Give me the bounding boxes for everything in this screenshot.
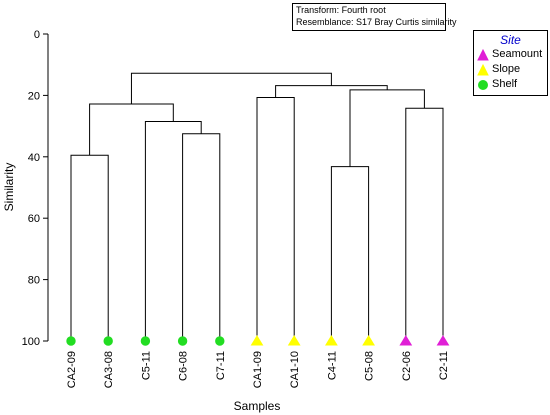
leaf-label: C2-11: [438, 351, 450, 380]
legend-label-slope: Slope: [492, 63, 521, 75]
x-axis-label: Samples: [234, 399, 281, 413]
dendrogram-branch: [256, 97, 295, 341]
transform-text: Transform: Fourth root: [296, 5, 386, 15]
leaf-labels: CA2-09 CA3-08 C5-11 C6-08 C7-11 CA1-09 CA1-10 C…: [66, 351, 450, 388]
leaf-marker-triangle: [250, 335, 264, 346]
circle-marker-icon: [478, 80, 488, 90]
dendrogram-branches: [70, 72, 444, 341]
dendrogram-branch: [405, 107, 444, 341]
y-tick-label: 100: [22, 336, 40, 348]
leaf-marker-circle: [140, 336, 151, 346]
leaf-label: C2-06: [401, 351, 413, 381]
y-axis-label: Similarity: [2, 163, 16, 212]
dendrogram-branch: [330, 166, 370, 341]
legend: Site Seamount Slope Shelf: [473, 30, 548, 96]
leaf-markers: [66, 335, 450, 346]
y-tick-label: 20: [28, 90, 40, 102]
leaf-label: CA2-09: [66, 351, 78, 388]
leaf-label: C6-08: [178, 351, 190, 381]
y-axis: 0 20 40 60 80 100: [22, 29, 49, 348]
dendrogram-branch: [349, 89, 425, 167]
legend-label-seamount: Seamount: [492, 48, 543, 60]
dendrogram-branch: [130, 72, 332, 104]
legend-title: Site: [500, 33, 521, 47]
leaf-marker-triangle: [362, 335, 375, 346]
leaf-label: CA1-10: [289, 351, 301, 388]
triangle-marker-icon: [477, 49, 489, 61]
dendrogram-branch: [275, 85, 388, 98]
leaf-marker-circle: [66, 336, 76, 346]
leaf-marker-triangle: [325, 335, 338, 346]
y-tick-label: 60: [28, 213, 40, 225]
dendrogram-branch: [89, 103, 174, 156]
leaf-marker-triangle: [287, 335, 301, 346]
leaf-label: CA1-09: [252, 351, 264, 388]
leaf-marker-triangle: [436, 335, 450, 346]
dendrogram-branch: [182, 133, 221, 341]
leaf-label: C4-11: [326, 351, 338, 380]
leaf-label: CA3-08: [103, 351, 115, 388]
leaf-label: C5-08: [364, 351, 376, 381]
leaf-marker-circle: [215, 336, 225, 346]
leaf-marker-triangle: [399, 335, 413, 346]
resemblance-text: Resemblance: S17 Bray Curtis similarity: [296, 17, 457, 27]
dendrogram-branch: [70, 154, 109, 341]
y-tick-label: 40: [28, 152, 40, 164]
legend-item-slope: Slope: [477, 63, 547, 77]
dendrogram-branch: [144, 120, 202, 341]
transform-note: Transform: Fourth root Resemblance: S17 …: [292, 3, 457, 31]
y-tick-label: 80: [28, 275, 40, 287]
leaf-label: C7-11: [215, 351, 227, 380]
leaf-marker-circle: [177, 336, 188, 346]
legend-label-shelf: Shelf: [492, 78, 518, 90]
leaf-marker-circle: [103, 336, 113, 346]
legend-item-seamount: Seamount: [477, 48, 547, 62]
triangle-marker-icon: [477, 64, 489, 76]
leaf-label: C5-11: [140, 351, 152, 380]
y-tick-label: 0: [34, 29, 40, 41]
legend-item-shelf: Shelf: [477, 78, 547, 92]
